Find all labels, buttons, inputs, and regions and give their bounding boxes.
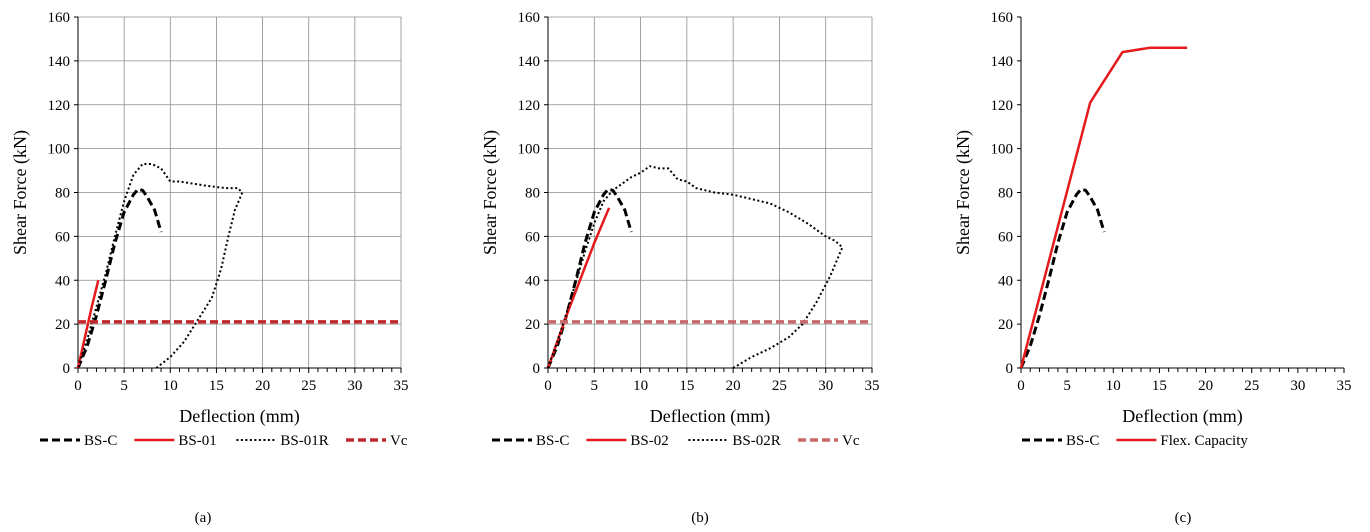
legend-label: Flex. Capacity bbox=[1160, 433, 1248, 449]
x-tick-label: 35 bbox=[394, 378, 409, 394]
y-tick-label: 160 bbox=[518, 10, 541, 26]
y-tick-label: 0 bbox=[533, 361, 541, 377]
series-line-bs-01 bbox=[76, 280, 100, 369]
y-tick-label: 100 bbox=[518, 142, 541, 158]
y-tick-label: 140 bbox=[991, 54, 1014, 70]
x-axis-title: Deflection (mm) bbox=[1122, 406, 1242, 427]
panel-caption: (a) bbox=[195, 510, 212, 526]
x-tick-label: 30 bbox=[347, 378, 362, 394]
x-tick-label: 20 bbox=[1198, 378, 1213, 394]
series-line-flex-capacity bbox=[1019, 46, 1188, 369]
series-line-bs-02 bbox=[546, 207, 611, 369]
y-tick-label: 160 bbox=[991, 10, 1014, 26]
legend-label: BS-02R bbox=[732, 433, 780, 449]
y-tick-label: 80 bbox=[55, 186, 70, 202]
x-tick-label: 5 bbox=[1063, 378, 1071, 394]
y-tick-label: 80 bbox=[998, 186, 1013, 202]
panel-caption: (b) bbox=[691, 510, 709, 526]
x-tick-label: 10 bbox=[163, 378, 178, 394]
x-tick-label: 20 bbox=[255, 378, 270, 394]
series-line-bs-02r bbox=[547, 165, 844, 369]
panel-caption: (c) bbox=[1175, 510, 1192, 526]
x-tick-label: 0 bbox=[1017, 378, 1025, 394]
y-tick-label: 60 bbox=[55, 229, 70, 245]
legend-label: BS-01R bbox=[280, 433, 328, 449]
y-tick-label: 60 bbox=[998, 229, 1013, 245]
series-line-bs-c bbox=[76, 187, 163, 369]
series-line-bs-c bbox=[546, 187, 633, 369]
legend-label: BS-C bbox=[1066, 433, 1099, 449]
legend: BS-C Flex. Capacity bbox=[1022, 433, 1248, 449]
y-tick-label: 40 bbox=[998, 273, 1013, 289]
x-tick-label: 30 bbox=[818, 378, 833, 394]
x-tick-label: 35 bbox=[1337, 378, 1352, 394]
x-tick-label: 25 bbox=[1244, 378, 1259, 394]
legend-label: Vc bbox=[842, 433, 860, 449]
y-tick-label: 0 bbox=[63, 361, 71, 377]
y-tick-label: 140 bbox=[48, 54, 71, 70]
x-tick-label: 5 bbox=[120, 378, 128, 394]
chart-panel-c: 0 20 40 60 80 100 120 140 160 0 5 10 15 20 25 30 35 Defle… bbox=[953, 10, 1352, 526]
x-tick-label: 25 bbox=[301, 378, 316, 394]
y-tick-label: 20 bbox=[525, 317, 540, 333]
y-tick-label: 100 bbox=[48, 142, 71, 158]
legend-label: Vc bbox=[390, 433, 408, 449]
chart-panel-a: 0 20 40 60 80 100 120 140 160 0 5 10 15 20 25 30 35 Defle… bbox=[10, 10, 409, 526]
chart-panel-b: 0 20 40 60 80 100 120 140 160 0 5 10 15 20 25 30 35 Defle… bbox=[480, 10, 880, 526]
y-tick-label: 140 bbox=[518, 54, 541, 70]
x-tick-label: 30 bbox=[1290, 378, 1305, 394]
y-tick-label: 20 bbox=[998, 317, 1013, 333]
x-tick-label: 10 bbox=[1106, 378, 1121, 394]
y-tick-label: 80 bbox=[525, 186, 540, 202]
x-tick-label: 0 bbox=[544, 378, 552, 394]
y-tick-label: 40 bbox=[525, 273, 540, 289]
x-tick-label: 15 bbox=[679, 378, 694, 394]
y-tick-label: 160 bbox=[48, 10, 71, 26]
x-axis-title: Deflection (mm) bbox=[179, 406, 299, 427]
x-tick-label: 15 bbox=[209, 378, 224, 394]
y-tick-label: 100 bbox=[991, 142, 1014, 158]
x-tick-label: 10 bbox=[633, 378, 648, 394]
y-tick-label: 40 bbox=[55, 273, 70, 289]
legend-label: BS-C bbox=[536, 433, 569, 449]
legend: BS-C BS-01 BS-01R Vc bbox=[40, 433, 408, 449]
legend-label: BS-02 bbox=[630, 433, 668, 449]
y-tick-label: 120 bbox=[48, 98, 71, 114]
y-axis-title: Shear Force (kN) bbox=[480, 130, 501, 255]
series-line-bs-01r bbox=[77, 163, 244, 369]
x-tick-label: 35 bbox=[865, 378, 880, 394]
legend-label: BS-C bbox=[84, 433, 117, 449]
y-tick-label: 60 bbox=[525, 229, 540, 245]
x-tick-label: 25 bbox=[772, 378, 787, 394]
legend-label: BS-01 bbox=[178, 433, 216, 449]
y-axis-title: Shear Force (kN) bbox=[953, 130, 974, 255]
x-tick-label: 15 bbox=[1152, 378, 1167, 394]
y-tick-label: 20 bbox=[55, 317, 70, 333]
y-tick-label: 120 bbox=[518, 98, 541, 114]
y-tick-label: 120 bbox=[991, 98, 1014, 114]
x-axis-title: Deflection (mm) bbox=[650, 406, 770, 427]
x-tick-label: 20 bbox=[726, 378, 741, 394]
y-tick-label: 0 bbox=[1006, 361, 1014, 377]
legend: BS-C BS-02 BS-02R Vc bbox=[492, 433, 860, 449]
y-axis-title: Shear Force (kN) bbox=[10, 130, 31, 255]
x-tick-label: 5 bbox=[591, 378, 599, 394]
series-line-bs-c bbox=[1019, 187, 1106, 369]
x-tick-label: 0 bbox=[74, 378, 82, 394]
